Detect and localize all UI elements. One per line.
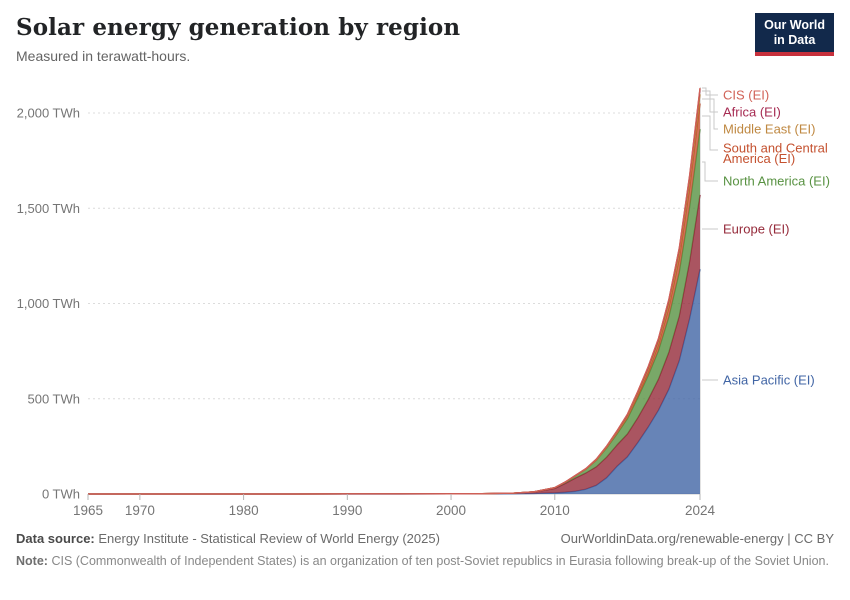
x-tick-label: 2010 bbox=[540, 503, 570, 518]
owid-logo-line2: in Data bbox=[773, 33, 816, 47]
y-tick-label: 500 TWh bbox=[27, 391, 80, 406]
chart-area: 2,000 TWh 1,500 TWh 1,000 TWh 500 TWh 0 TWh 1… bbox=[0, 75, 850, 530]
x-tick-label: 1980 bbox=[229, 503, 259, 518]
legend-label-north-america-ei[interactable]: North America (EI) bbox=[723, 174, 830, 189]
legend-label-line: America (EI) bbox=[723, 151, 795, 166]
owid-logo-line1: Our World bbox=[764, 18, 825, 32]
legend-label-line: South and Central bbox=[723, 141, 828, 156]
legend-label-asia-pacific-ei[interactable]: Asia Pacific (EI) bbox=[723, 373, 815, 388]
legend-connector bbox=[702, 90, 718, 113]
data-source-label: Data source: bbox=[16, 531, 95, 546]
y-tick-label: 0 TWh bbox=[42, 487, 80, 502]
legend-connector bbox=[702, 98, 718, 130]
chart-note: Note: CIS (Commonwealth of Independent S… bbox=[16, 552, 834, 570]
area-south-and-central-america-ei[interactable] bbox=[88, 103, 700, 495]
page-title: Solar energy generation by region bbox=[16, 14, 461, 41]
legend-label-line: North America (EI) bbox=[723, 174, 830, 189]
area-north-america-ei[interactable] bbox=[88, 129, 700, 494]
area-topline-middle-east-ei bbox=[88, 94, 701, 495]
note-text: CIS (Commonwealth of Independent States)… bbox=[51, 554, 829, 568]
x-tick-label: 2024 bbox=[685, 503, 716, 518]
area-cis-ei[interactable] bbox=[88, 87, 700, 495]
y-tick-label: 2,000 TWh bbox=[17, 106, 80, 121]
legend-label-line: Africa (EI) bbox=[723, 105, 781, 120]
legend-label-line: Middle East (EI) bbox=[723, 122, 815, 137]
area-asia-pacific-ei[interactable] bbox=[88, 269, 700, 494]
legend-label-line: Asia Pacific (EI) bbox=[723, 373, 815, 388]
area-topline-africa-ei bbox=[88, 88, 701, 495]
chart-footer: Data source: Energy Institute - Statisti… bbox=[16, 531, 834, 570]
owid-link[interactable]: OurWorldinData.org/renewable-energy | CC… bbox=[560, 531, 834, 546]
area-middle-east-ei[interactable] bbox=[88, 94, 700, 495]
owid-logo[interactable]: Our World in Data bbox=[755, 13, 834, 56]
legend-label-line: Europe (EI) bbox=[723, 222, 789, 237]
area-topline-cis-ei bbox=[88, 87, 701, 495]
legend-label-south-and-central-america-ei[interactable]: South and Central America (EI) bbox=[723, 141, 828, 166]
legend-label-europe-ei[interactable]: Europe (EI) bbox=[723, 222, 789, 237]
legend-connector bbox=[702, 161, 718, 182]
legend-label-africa-ei[interactable]: Africa (EI) bbox=[723, 105, 781, 120]
chart-header: Solar energy generation by region Measur… bbox=[0, 0, 850, 64]
note-label: Note: bbox=[16, 554, 48, 568]
chart-subtitle: Measured in terawatt-hours. bbox=[16, 48, 191, 64]
x-tick-label: 2000 bbox=[436, 503, 466, 518]
y-tick-label: 1,500 TWh bbox=[17, 201, 80, 216]
legend-label-cis-ei[interactable]: CIS (EI) bbox=[723, 88, 769, 103]
data-source-text: Energy Institute - Statistical Review of… bbox=[98, 531, 440, 546]
x-tick-label: 1970 bbox=[125, 503, 155, 518]
legend-connector bbox=[702, 115, 718, 151]
data-source: Data source: Energy Institute - Statisti… bbox=[16, 531, 440, 546]
legend-label-line: CIS (EI) bbox=[723, 88, 769, 103]
area-topline-north-america-ei bbox=[88, 129, 701, 495]
y-tick-label: 1,000 TWh bbox=[17, 296, 80, 311]
legend-label-middle-east-ei[interactable]: Middle East (EI) bbox=[723, 122, 815, 137]
x-tick-label: 1990 bbox=[332, 503, 362, 518]
area-topline-south-and-central-america-ei bbox=[88, 103, 701, 495]
area-africa-ei[interactable] bbox=[88, 89, 700, 494]
x-tick-label: 1965 bbox=[73, 503, 103, 518]
